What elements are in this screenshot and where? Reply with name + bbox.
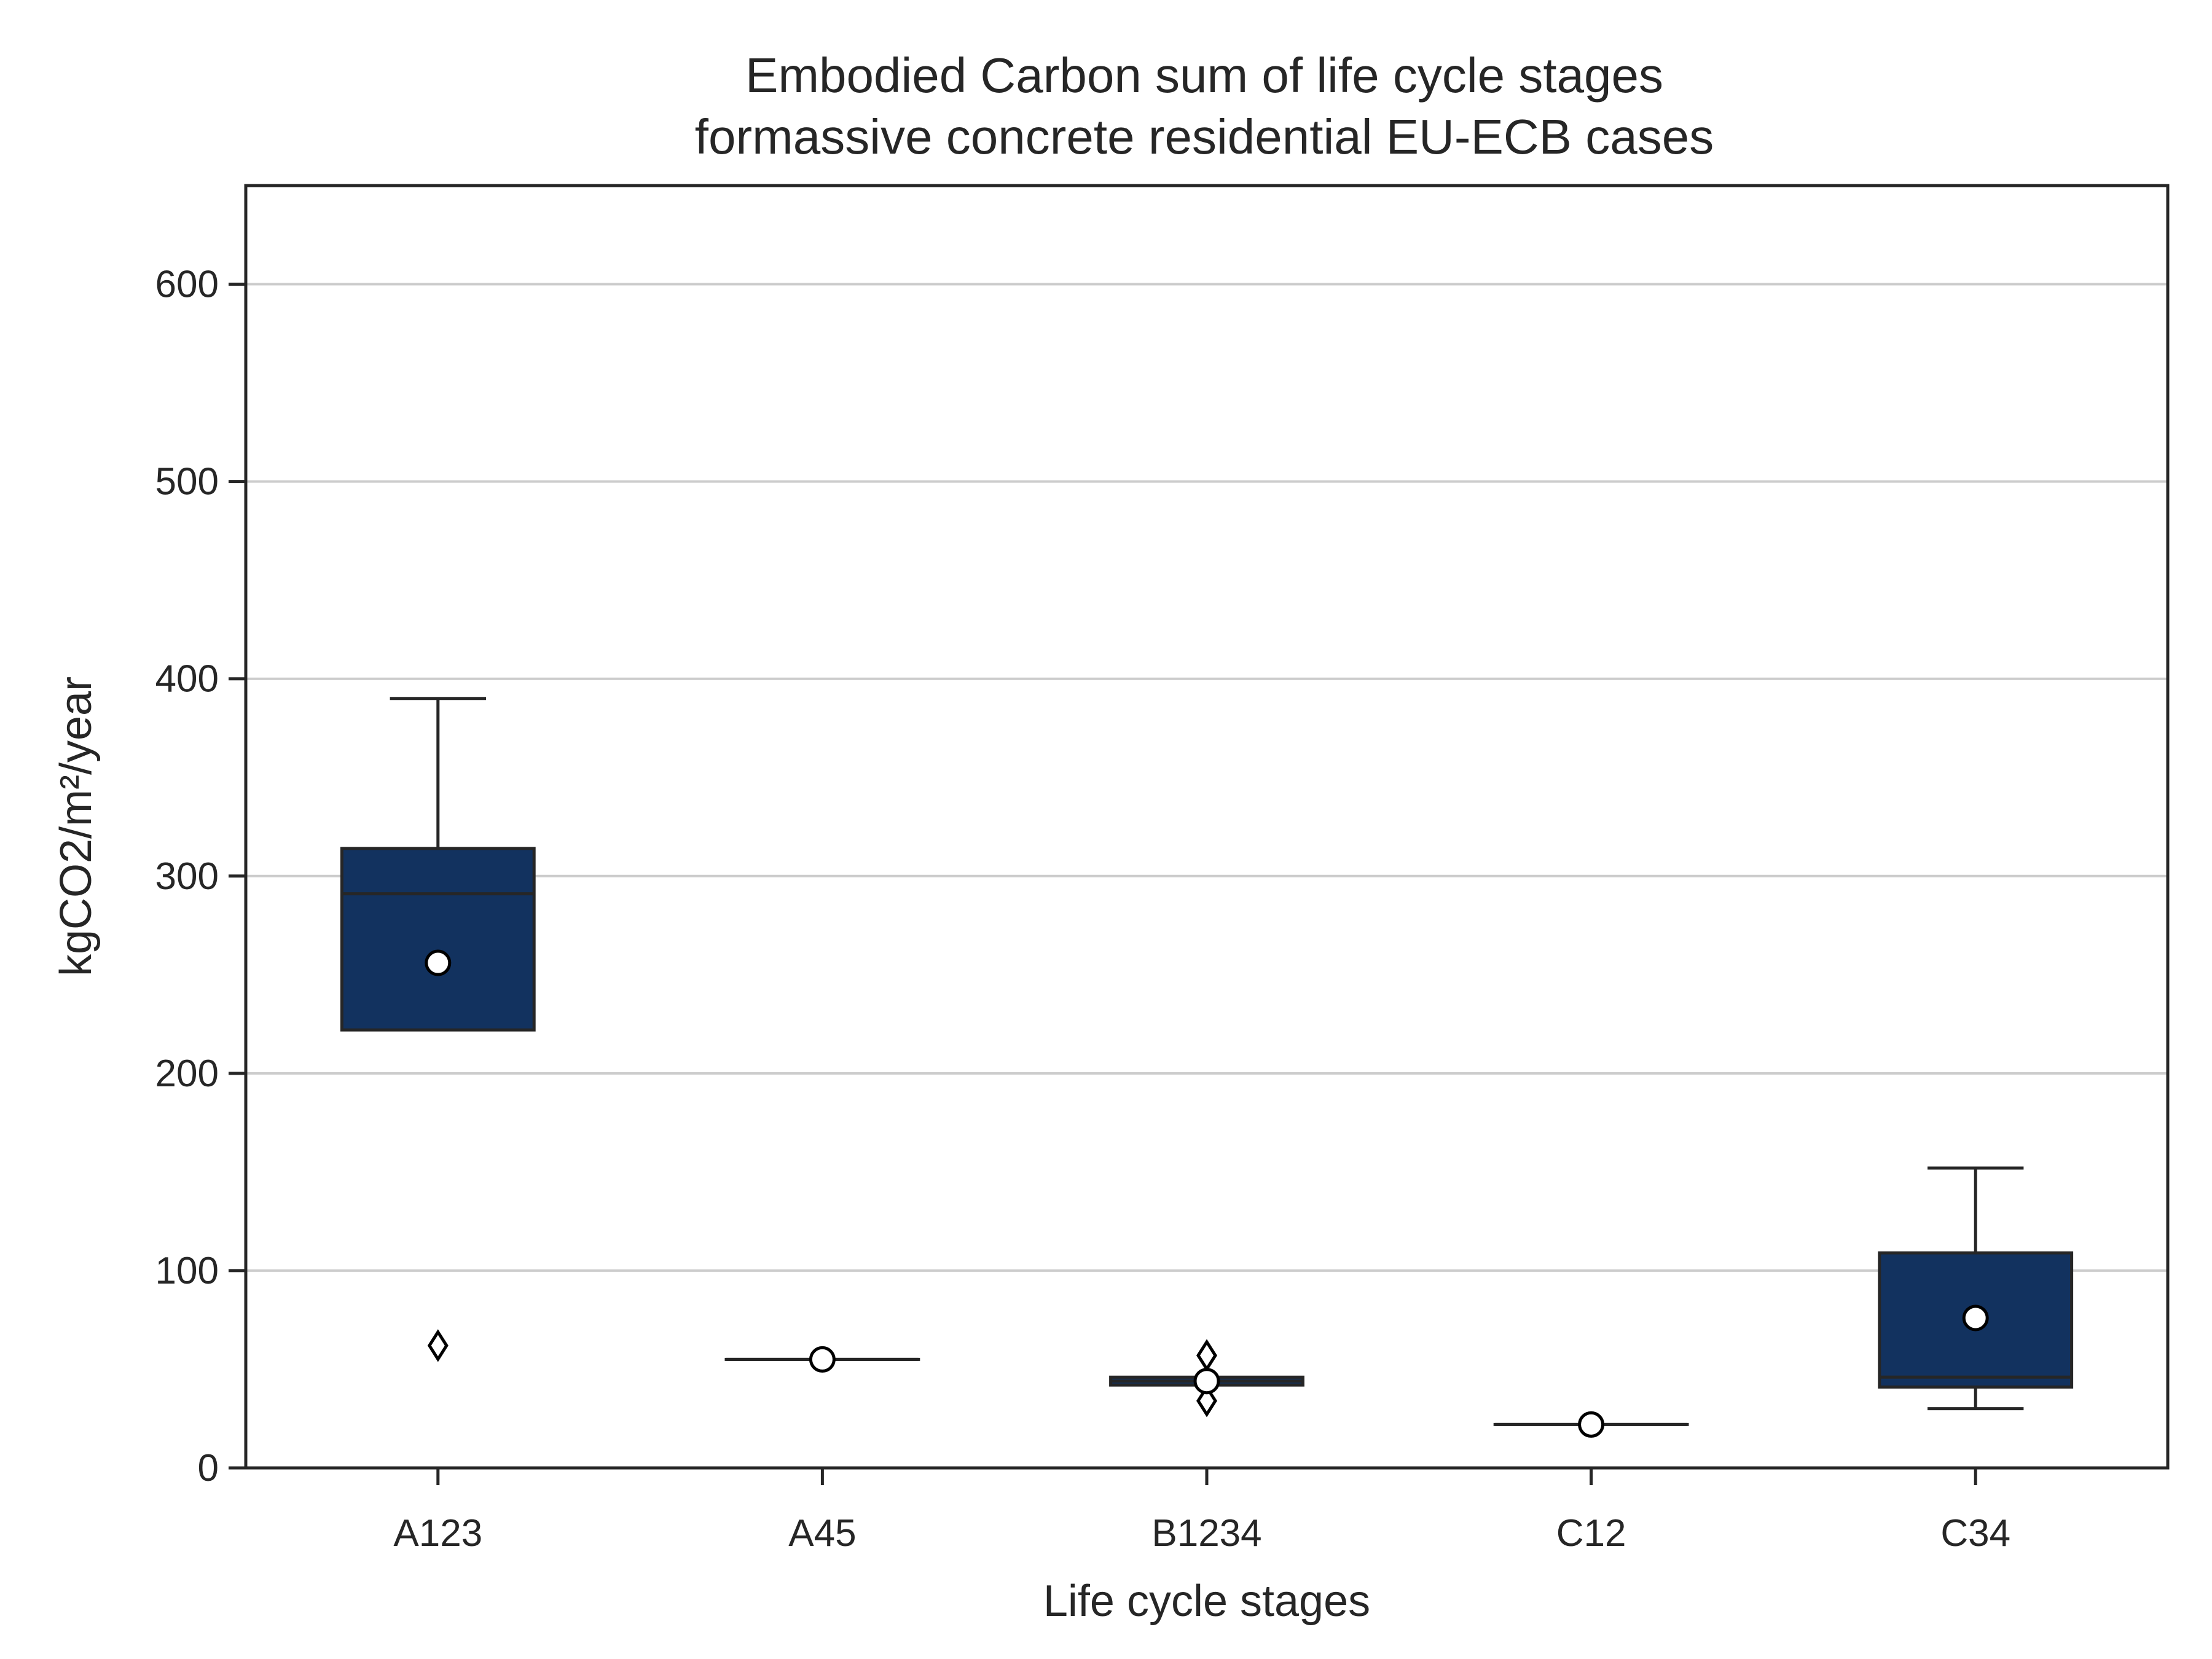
mean-marker [1962,1304,1989,1332]
y-tick-label: 400 [155,658,219,700]
y-tick-label: 300 [155,855,219,898]
y-tick-label: 200 [155,1053,219,1095]
ticks: 0 100 200 300 400 500 600 A123 A45 B1234 C12 C34 [155,264,2011,1555]
mean-marker [809,1346,836,1373]
y-tick-label: 600 [155,264,219,306]
box-group-c34 [1878,1166,2074,1411]
x-axis-label: Life cycle stages [1043,1577,1370,1626]
box-group-a123 [340,697,536,1362]
box-iqr [340,847,536,1032]
y-tick-label: 100 [155,1250,219,1292]
mean-marker [1193,1368,1220,1395]
boxes [340,697,2074,1438]
outlier-marker [427,1329,449,1362]
outlier-marker [1196,1339,1217,1372]
outlier-marker [1196,1384,1217,1418]
x-tick-label: A45 [788,1512,856,1555]
y-axis-label: kgCO2/m²/year [52,677,101,976]
x-tick-label: C12 [1556,1512,1626,1555]
chart-title-line-1: Embodied Carbon sum of life cycle stages [745,48,1663,103]
y-tick-label: 0 [198,1447,219,1489]
chart-title-line-2: formassive concrete residential EU-ECB c… [695,109,1714,164]
mean-marker [1578,1411,1605,1438]
y-tick-label: 500 [155,461,219,503]
mean-marker [425,949,452,976]
gridlines [246,283,2168,1272]
box-group-b1234 [1109,1339,1304,1418]
x-tick-label: A123 [393,1512,482,1555]
box-group-a45 [724,1346,920,1373]
box-group-c12 [1493,1411,1689,1438]
plot-frame [244,184,2170,1470]
x-tick-label: C34 [1940,1512,2010,1555]
x-tick-label: B1234 [1151,1512,1261,1555]
